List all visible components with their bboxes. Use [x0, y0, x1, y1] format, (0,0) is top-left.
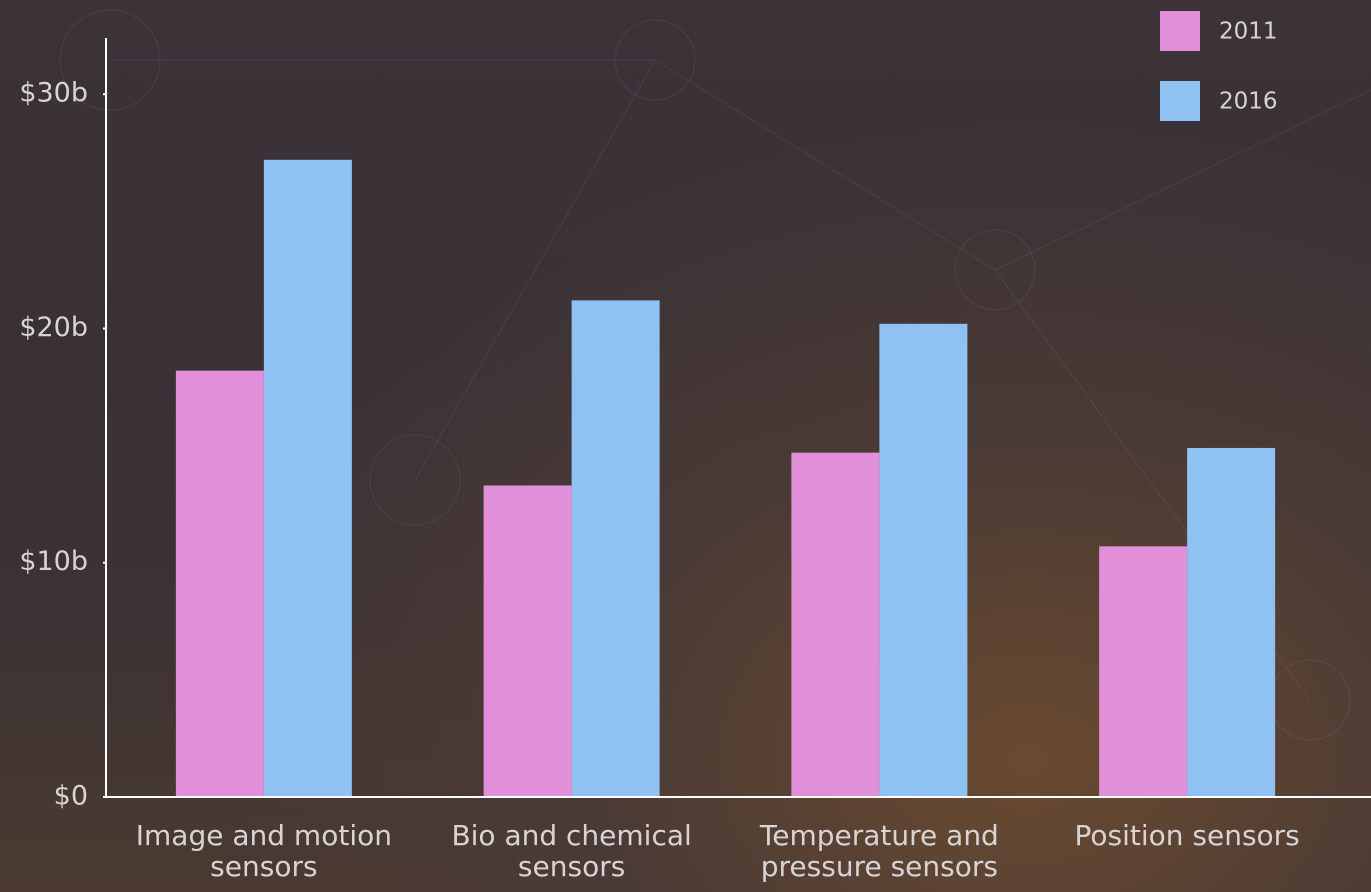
legend-swatch	[1160, 81, 1200, 121]
y-tick-label: $20b	[19, 312, 88, 343]
x-tick-label: Image and motion sensors	[135, 819, 392, 883]
bar	[483, 485, 572, 797]
bar	[571, 300, 660, 797]
y-tick-label: $0	[54, 781, 88, 812]
y-tick-label: $30b	[19, 78, 88, 109]
bar	[1099, 546, 1188, 797]
y-tick-label: $10b	[19, 546, 88, 577]
x-tick-label: Temperature and pressure sensors	[759, 819, 999, 883]
bar	[263, 159, 352, 797]
bar	[879, 323, 968, 797]
legend-label: 2016	[1219, 89, 1278, 115]
legend-label: 2011	[1219, 19, 1278, 45]
bar	[791, 452, 880, 797]
bar	[175, 370, 264, 797]
x-tick-label: Bio and chemical sensors	[451, 819, 692, 883]
legend-swatch	[1160, 11, 1200, 51]
x-tick-label: Position sensors	[1074, 819, 1300, 852]
bar	[1187, 447, 1276, 797]
